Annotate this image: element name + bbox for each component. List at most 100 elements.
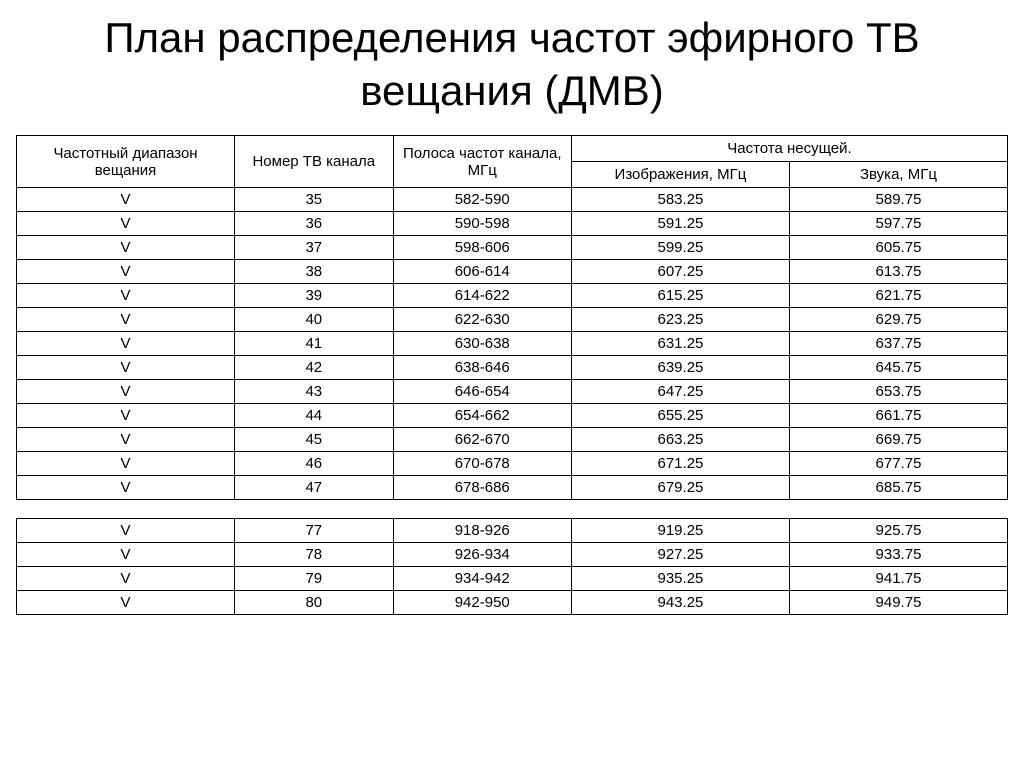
cell-freqband: 934-942 [393,567,571,591]
cell-band: V [17,332,235,356]
header-video: Изображения, МГц [571,162,789,188]
cell-audio: 605.75 [789,236,1007,260]
cell-channel: 45 [235,428,394,452]
cell-video: 615.25 [571,284,789,308]
cell-audio: 629.75 [789,308,1007,332]
cell-band: V [17,452,235,476]
page-title: План распределения частот эфирного ТВ ве… [0,0,1024,135]
table-row: V43646-654647.25653.75 [17,380,1008,404]
cell-channel: 77 [235,519,394,543]
cell-band: V [17,308,235,332]
header-channel: Номер ТВ канала [235,136,394,188]
cell-freqband: 590-598 [393,212,571,236]
cell-channel: 46 [235,452,394,476]
cell-video: 671.25 [571,452,789,476]
cell-freqband: 622-630 [393,308,571,332]
cell-channel: 40 [235,308,394,332]
cell-band: V [17,260,235,284]
cell-video: 583.25 [571,188,789,212]
cell-freqband: 582-590 [393,188,571,212]
cell-band: V [17,380,235,404]
cell-channel: 36 [235,212,394,236]
cell-audio: 589.75 [789,188,1007,212]
table-row: V42638-646639.25645.75 [17,356,1008,380]
table-row: V46670-678671.25677.75 [17,452,1008,476]
cell-video: 591.25 [571,212,789,236]
cell-video: 647.25 [571,380,789,404]
cell-channel: 42 [235,356,394,380]
cell-video: 639.25 [571,356,789,380]
cell-freqband: 614-622 [393,284,571,308]
table-row: V35582-590583.25589.75 [17,188,1008,212]
table-row: V47678-686679.25685.75 [17,476,1008,500]
cell-channel: 37 [235,236,394,260]
cell-audio: 661.75 [789,404,1007,428]
cell-band: V [17,404,235,428]
cell-video: 919.25 [571,519,789,543]
table-row: V40622-630623.25629.75 [17,308,1008,332]
cell-freqband: 646-654 [393,380,571,404]
cell-video: 663.25 [571,428,789,452]
table-row: V45662-670663.25669.75 [17,428,1008,452]
cell-freqband: 638-646 [393,356,571,380]
cell-channel: 44 [235,404,394,428]
cell-audio: 613.75 [789,260,1007,284]
cell-freqband: 942-950 [393,591,571,615]
cell-channel: 41 [235,332,394,356]
cell-channel: 38 [235,260,394,284]
cell-audio: 637.75 [789,332,1007,356]
cell-video: 679.25 [571,476,789,500]
frequency-table-header: Частотный диапазон вещания Номер ТВ кана… [16,135,1008,500]
cell-freqband: 918-926 [393,519,571,543]
cell-freqband: 926-934 [393,543,571,567]
cell-band: V [17,543,235,567]
table-row: V79934-942935.25941.75 [17,567,1008,591]
cell-audio: 597.75 [789,212,1007,236]
cell-audio: 677.75 [789,452,1007,476]
cell-video: 607.25 [571,260,789,284]
cell-band: V [17,428,235,452]
cell-audio: 685.75 [789,476,1007,500]
cell-band: V [17,591,235,615]
cell-video: 631.25 [571,332,789,356]
cell-freqband: 678-686 [393,476,571,500]
cell-audio: 621.75 [789,284,1007,308]
cell-band: V [17,236,235,260]
cell-audio: 653.75 [789,380,1007,404]
cell-band: V [17,519,235,543]
cell-band: V [17,356,235,380]
cell-audio: 669.75 [789,428,1007,452]
table-row: V77918-926919.25925.75 [17,519,1008,543]
cell-video: 655.25 [571,404,789,428]
cell-channel: 79 [235,567,394,591]
header-freqband: Полоса частот канала, МГц [393,136,571,188]
cell-video: 935.25 [571,567,789,591]
table-row: V80942-950943.25949.75 [17,591,1008,615]
table-row: V44654-662655.25661.75 [17,404,1008,428]
cell-video: 599.25 [571,236,789,260]
cell-freqband: 630-638 [393,332,571,356]
table-row: V41630-638631.25637.75 [17,332,1008,356]
cell-band: V [17,284,235,308]
cell-audio: 941.75 [789,567,1007,591]
cell-audio: 925.75 [789,519,1007,543]
table-gap [16,500,1008,518]
cell-channel: 78 [235,543,394,567]
cell-band: V [17,567,235,591]
table-row: V78926-934927.25933.75 [17,543,1008,567]
table-row: V38606-614607.25613.75 [17,260,1008,284]
table-row: V36590-598591.25597.75 [17,212,1008,236]
cell-freqband: 598-606 [393,236,571,260]
cell-channel: 43 [235,380,394,404]
cell-band: V [17,476,235,500]
cell-band: V [17,188,235,212]
cell-channel: 47 [235,476,394,500]
frequency-table-extended: V77918-926919.25925.75V78926-934927.2593… [16,518,1008,615]
cell-channel: 80 [235,591,394,615]
table-row: V37598-606599.25605.75 [17,236,1008,260]
cell-freqband: 654-662 [393,404,571,428]
cell-channel: 35 [235,188,394,212]
header-carrier: Частота несущей. [571,136,1007,162]
cell-video: 927.25 [571,543,789,567]
cell-audio: 645.75 [789,356,1007,380]
